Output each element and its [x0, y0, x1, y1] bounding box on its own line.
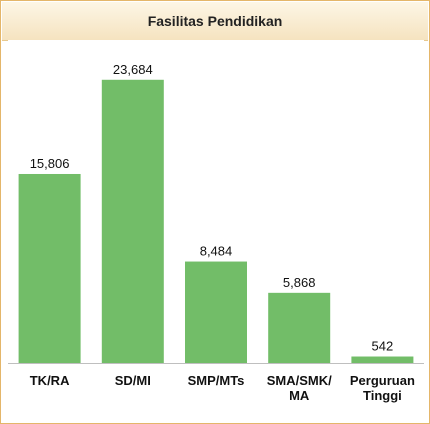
bar-value-label-2: 8,484	[200, 244, 233, 259]
category-label-1: SD/MI	[115, 373, 151, 388]
chart-plot-area: 15,806 TK/RA 23,684 SD/MI 8,484 SMP/MTs 5,868 S…	[8, 40, 424, 414]
bar-2	[185, 261, 247, 363]
chart-title: Fasilitas Pendidikan	[147, 13, 283, 29]
bar-3	[268, 292, 331, 363]
bar-4	[351, 356, 414, 363]
bar-value-label-3: 5,868	[283, 275, 316, 290]
bar-chart: 15,806 TK/RA 23,684 SD/MI 8,484 SMP/MTs 5,868 S…	[8, 62, 424, 403]
category-label-2: SMP/MTs	[188, 373, 245, 388]
chart-title-bar: Fasilitas Pendidikan	[2, 2, 428, 41]
bar-value-label-4: 542	[372, 339, 394, 354]
bar-value-label-1: 23,684	[113, 62, 153, 77]
bar-value-label-0: 15,806	[30, 156, 70, 171]
category-label-3: SMA/SMK/MA	[267, 373, 332, 403]
category-label-0: TK/RA	[30, 373, 70, 388]
category-label-4: Perguruan Tinggi	[350, 373, 415, 403]
bar-1	[101, 79, 164, 363]
bar-0	[18, 173, 81, 363]
